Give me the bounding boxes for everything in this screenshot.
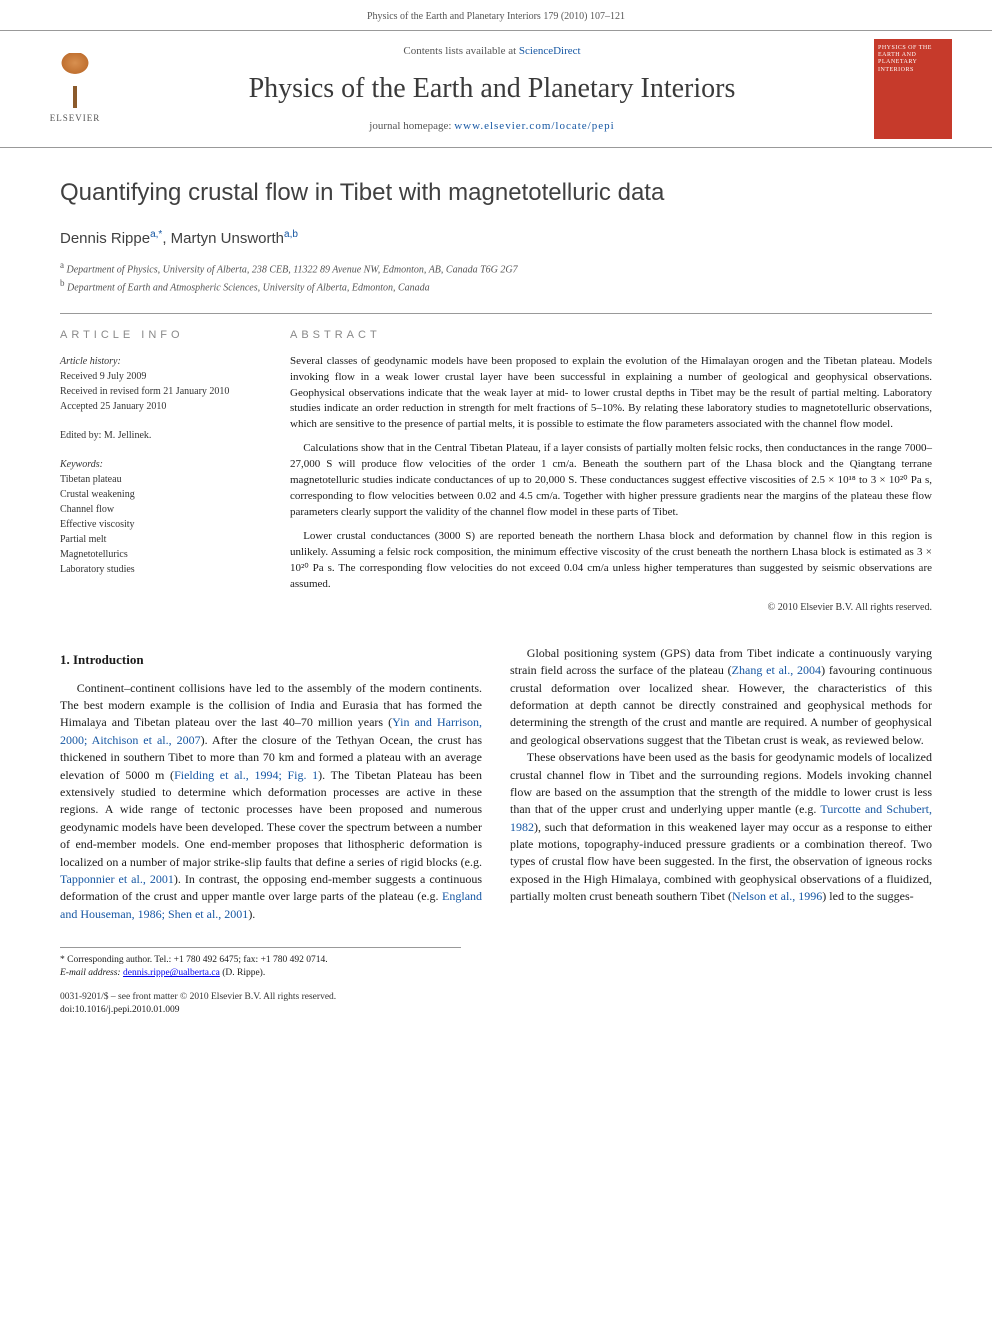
section-title: Introduction — [73, 652, 144, 667]
edited-by: Edited by: M. Jellinek. — [60, 430, 151, 441]
masthead-center: Contents lists available at ScienceDirec… — [126, 44, 858, 134]
keyword-2: Channel flow — [60, 504, 114, 515]
article-info-sidebar: ARTICLE INFO Article history: Received 9… — [60, 313, 260, 615]
publisher-name: ELSEVIER — [50, 112, 101, 125]
abstract-heading: ABSTRACT — [290, 328, 932, 343]
info-abstract-row: ARTICLE INFO Article history: Received 9… — [60, 313, 932, 615]
keywords-label: Keywords: — [60, 459, 103, 470]
journal-title: Physics of the Earth and Planetary Inter… — [126, 69, 858, 108]
section-1-heading: 1. Introduction — [60, 651, 482, 670]
history-label: Article history: — [60, 356, 121, 367]
affiliation-a-text: Department of Physics, University of Alb… — [67, 264, 518, 275]
keyword-3: Effective viscosity — [60, 519, 135, 530]
abstract-p1: Several classes of geodynamic models hav… — [290, 354, 932, 434]
email-link[interactable]: dennis.rippe@ualberta.ca — [123, 968, 220, 978]
abstract-p2: Calculations show that in the Central Ti… — [290, 441, 932, 521]
keyword-4: Partial melt — [60, 534, 106, 545]
author-1: Dennis Rippe — [60, 230, 150, 247]
citation-link[interactable]: Zhang et al., 2004 — [732, 663, 821, 677]
body-p1: Continent–continent collisions have led … — [60, 680, 482, 923]
body-p3: These observations have been used as the… — [510, 749, 932, 906]
article-info-heading: ARTICLE INFO — [60, 328, 260, 343]
authors-line: Dennis Rippea,*, Martyn Unswortha,b — [60, 228, 932, 249]
contents-available-line: Contents lists available at ScienceDirec… — [126, 44, 858, 59]
accepted-date: Accepted 25 January 2010 — [60, 401, 166, 412]
journal-cover-thumbnail: PHYSICS OF THE EARTH AND PLANETARY INTER… — [874, 39, 952, 139]
affiliation-a: a Department of Physics, University of A… — [60, 259, 932, 277]
homepage-prefix: journal homepage: — [369, 120, 454, 132]
cover-title: PHYSICS OF THE EARTH AND PLANETARY INTER… — [878, 45, 948, 74]
edited-by-block: Edited by: M. Jellinek. — [60, 428, 260, 443]
article-title: Quantifying crustal flow in Tibet with m… — [60, 176, 932, 210]
sciencedirect-link[interactable]: ScienceDirect — [519, 45, 581, 57]
running-head: Physics of the Earth and Planetary Inter… — [0, 0, 992, 30]
body-text: ) led to the sugges- — [822, 889, 913, 903]
body-p2: Global positioning system (GPS) data fro… — [510, 645, 932, 749]
doi-line: doi:10.1016/j.pepi.2010.01.009 — [60, 1004, 461, 1017]
body-text: over large parts of the plateau (e.g. — [268, 889, 442, 903]
email-who: (D. Rippe). — [222, 968, 265, 978]
author-separator: , — [162, 230, 170, 247]
author-2: Martyn Unsworth — [171, 230, 284, 247]
footnotes: * Corresponding author. Tel.: +1 780 492… — [60, 947, 461, 1017]
keyword-1: Crustal weakening — [60, 489, 135, 500]
body-text: ). — [248, 907, 255, 921]
masthead: ELSEVIER Contents lists available at Sci… — [0, 30, 992, 148]
elsevier-tree-icon — [50, 53, 100, 108]
homepage-line: journal homepage: www.elsevier.com/locat… — [126, 119, 858, 134]
citation-link[interactable]: Nelson et al., 1996 — [732, 889, 822, 903]
contents-prefix: Contents lists available at — [403, 45, 518, 57]
email-label: E-mail address: — [60, 968, 121, 978]
homepage-link[interactable]: www.elsevier.com/locate/pepi — [454, 120, 614, 132]
citation-link[interactable]: Fielding et al., 1994; Fig. 1 — [174, 768, 318, 782]
abstract-copyright: © 2010 Elsevier B.V. All rights reserved… — [290, 601, 932, 615]
front-matter-line: 0031-9201/$ – see front matter © 2010 El… — [60, 991, 461, 1004]
section-number: 1. — [60, 652, 70, 667]
received-date: Received 9 July 2009 — [60, 371, 146, 382]
affiliation-b: b Department of Earth and Atmospheric Sc… — [60, 277, 932, 295]
article-history-block: Article history: Received 9 July 2009 Re… — [60, 354, 260, 414]
keywords-block: Keywords: Tibetan plateau Crustal weaken… — [60, 457, 260, 577]
author-2-affil: a,b — [284, 229, 298, 240]
email-line: E-mail address: dennis.rippe@ualberta.ca… — [60, 967, 461, 980]
keyword-5: Magnetotellurics — [60, 549, 128, 560]
body-two-column: 1. Introduction Continent–continent coll… — [60, 645, 932, 923]
keyword-0: Tibetan plateau — [60, 474, 122, 485]
affiliations: a Department of Physics, University of A… — [60, 259, 932, 296]
keyword-6: Laboratory studies — [60, 564, 135, 575]
body-text: ). The Tibetan Plateau has been extensiv… — [60, 768, 482, 869]
article-container: Quantifying crustal flow in Tibet with m… — [0, 148, 992, 1057]
publisher-logo: ELSEVIER — [40, 49, 110, 129]
corresponding-author-note: * Corresponding author. Tel.: +1 780 492… — [60, 954, 461, 967]
citation-link[interactable]: Tapponnier et al., 2001 — [60, 872, 174, 886]
abstract: ABSTRACT Several classes of geodynamic m… — [290, 313, 932, 615]
affiliation-b-text: Department of Earth and Atmospheric Scie… — [67, 282, 430, 293]
revised-date: Received in revised form 21 January 2010 — [60, 386, 229, 397]
abstract-p3: Lower crustal conductances (3000 S) are … — [290, 529, 932, 593]
